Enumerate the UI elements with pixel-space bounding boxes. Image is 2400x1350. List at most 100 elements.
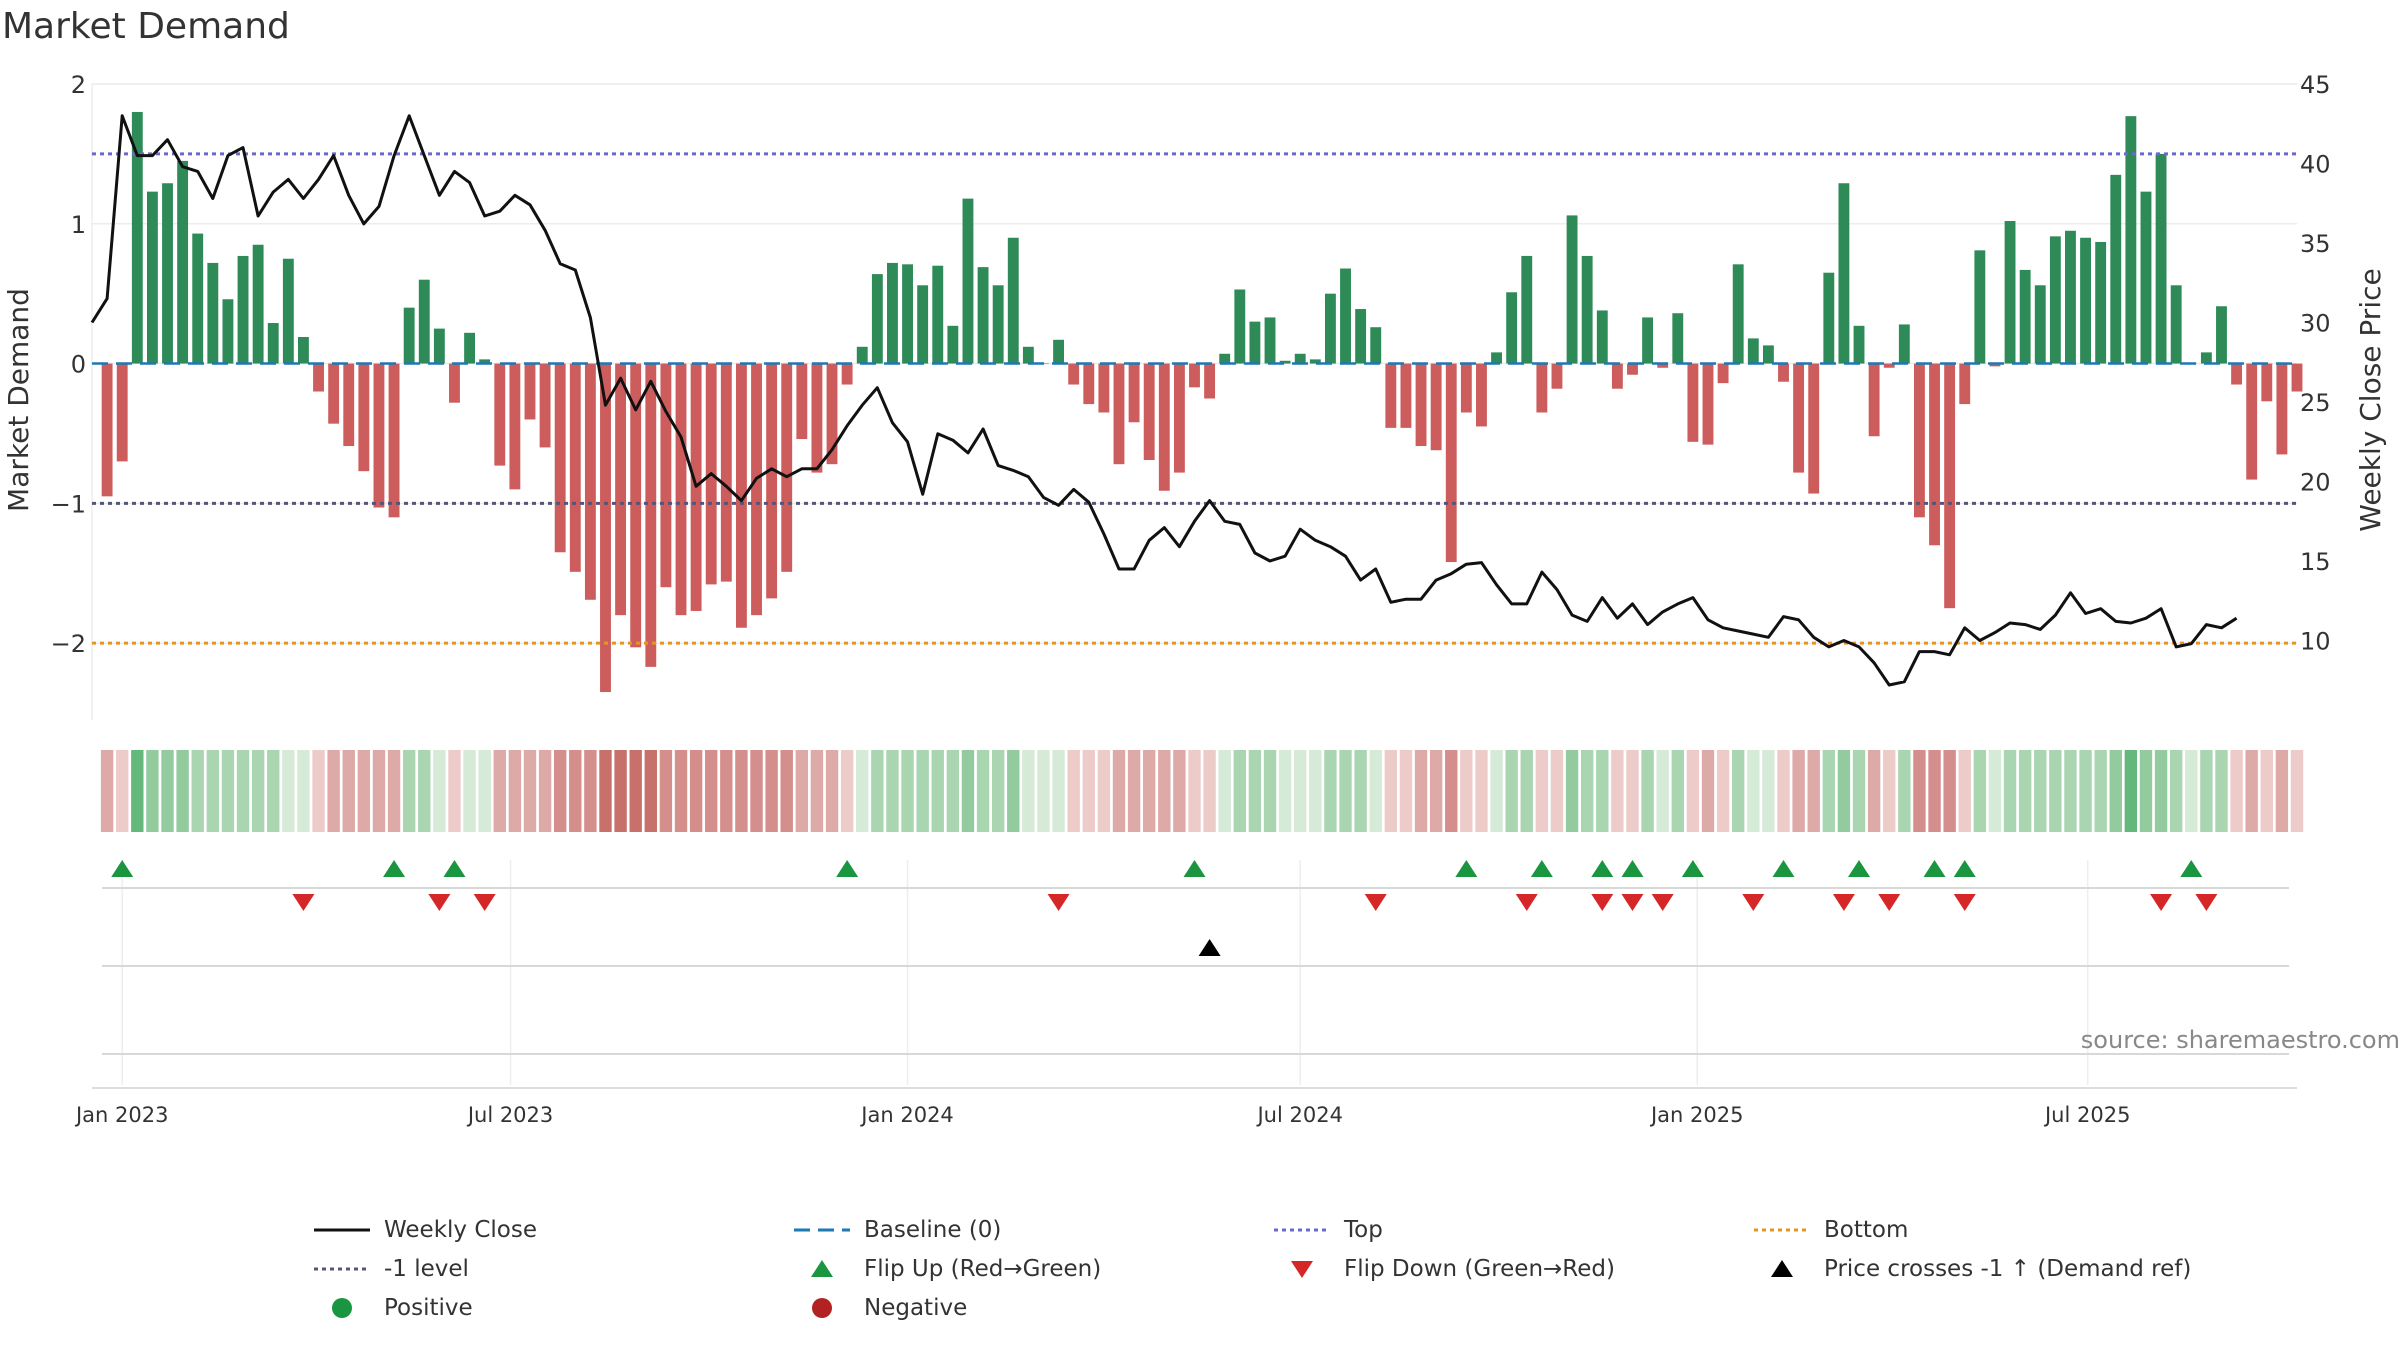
- state-cell: [1596, 750, 1609, 832]
- state-cell: [931, 750, 944, 832]
- state-cell: [2230, 750, 2243, 832]
- demand-bar: [1853, 325, 1865, 364]
- demand-bar: [2065, 230, 2076, 364]
- demand-bar: [449, 363, 460, 403]
- demand-bar: [1294, 353, 1306, 364]
- y-tick-label-right: 40: [2300, 151, 2331, 179]
- demand-bar: [267, 323, 279, 364]
- state-cell: [1867, 750, 1881, 832]
- demand-bar: [1642, 317, 1654, 364]
- state-cell: [1324, 750, 1337, 832]
- demand-bar: [1309, 359, 1321, 364]
- y-tick-label-left: 0: [71, 351, 86, 379]
- demand-bar: [1430, 363, 1442, 451]
- state-cell: [629, 750, 642, 832]
- state-cell: [1913, 750, 1926, 832]
- y-tick-label-left: 2: [71, 71, 86, 99]
- legend-swatch: [811, 1260, 833, 1277]
- y-tick-label-right: 10: [2300, 628, 2331, 656]
- state-cell: [2139, 750, 2153, 832]
- state-cell: [1928, 750, 1941, 832]
- state-cell: [297, 750, 310, 832]
- demand-bar: [841, 363, 853, 385]
- flip-up-marker: [1923, 860, 1946, 877]
- reference-lines: [92, 152, 2297, 645]
- demand-bar: [645, 363, 657, 667]
- legend-label: Flip Down (Green→Red): [1344, 1256, 1615, 1282]
- grid-layer: [91, 83, 2297, 1089]
- legend-item: Weekly Close: [312, 1217, 537, 1243]
- demand-bar: [2291, 363, 2303, 392]
- state-cell: [1732, 750, 1745, 832]
- demand-bar: [2246, 363, 2258, 480]
- state-cell: [267, 750, 280, 832]
- legend-swatch: [812, 1298, 832, 1318]
- demand-bar: [1189, 363, 1200, 388]
- demand-bar: [1143, 363, 1155, 461]
- state-cell: [508, 750, 522, 832]
- market-demand-chart: Market Demand Market Demand Weekly Close…: [2, 6, 2400, 1127]
- state-cell: [1142, 750, 1156, 832]
- demand-bar: [584, 363, 596, 600]
- demand-bar: [1702, 363, 1714, 445]
- state-cell: [1535, 750, 1549, 832]
- flip-down-marker: [428, 894, 451, 911]
- demand-bar: [1113, 363, 1125, 465]
- state-cell: [1626, 750, 1639, 832]
- legend-item: Flip Down (Green→Red): [1272, 1256, 1615, 1282]
- legend-label: Flip Up (Red→Green): [864, 1256, 1102, 1282]
- state-cell: [1414, 750, 1428, 832]
- state-cell: [2049, 750, 2062, 832]
- demand-bar: [1717, 363, 1729, 384]
- demand-bar: [675, 363, 687, 616]
- state-cell: [448, 750, 461, 832]
- demand-bar: [162, 183, 173, 364]
- demand-bar: [826, 363, 838, 465]
- demand-bar: [1324, 293, 1336, 364]
- demand-bar: [1068, 363, 1080, 385]
- flip-down-marker: [1651, 894, 1674, 911]
- state-cell: [1007, 750, 1020, 832]
- demand-bar: [252, 244, 264, 364]
- price-line-layer: [90, 114, 2238, 687]
- y-tick-label-right: 25: [2300, 389, 2331, 417]
- x-tick-label: Jul 2025: [2043, 1103, 2130, 1127]
- state-cell: [1188, 750, 1201, 832]
- state-cell: [1369, 750, 1382, 832]
- demand-bar: [2019, 269, 2031, 364]
- flip-up-marker: [1183, 860, 1206, 877]
- demand-bar: [207, 262, 219, 364]
- flip-down-marker: [1591, 894, 1614, 911]
- demand-bar: [1098, 363, 1110, 413]
- legend-item: Top: [1272, 1217, 1383, 1243]
- state-cell: [689, 750, 703, 832]
- legend-item: -1 level: [312, 1256, 469, 1282]
- state-cell: [206, 750, 220, 832]
- demand-bar: [464, 332, 476, 364]
- demand-bar: [1536, 363, 1548, 413]
- state-cell: [282, 750, 295, 832]
- state-cell: [1022, 750, 1035, 832]
- demand-bar: [811, 363, 823, 473]
- flip-up-marker: [1455, 860, 1478, 877]
- demand-bar: [902, 264, 913, 364]
- demand-bar: [1913, 363, 1925, 518]
- flip-up-marker: [2180, 860, 2203, 877]
- state-cell: [1671, 750, 1684, 832]
- state-cell: [1294, 750, 1307, 832]
- demand-bar: [358, 363, 370, 472]
- state-cell: [2290, 750, 2304, 832]
- demand-bar: [1476, 363, 1487, 427]
- state-cell: [191, 750, 204, 832]
- demand-bar: [1793, 363, 1805, 473]
- demand-bar: [1204, 363, 1216, 399]
- demand-bar: [992, 285, 1004, 364]
- state-cell: [659, 750, 673, 832]
- demand-bar: [494, 363, 506, 466]
- legend-label: Top: [1344, 1217, 1383, 1243]
- flip-up-marker: [111, 860, 134, 877]
- state-cell: [1082, 750, 1095, 832]
- demand-bar: [1657, 363, 1669, 368]
- state-cell: [1565, 750, 1579, 832]
- demand-bar: [600, 363, 611, 693]
